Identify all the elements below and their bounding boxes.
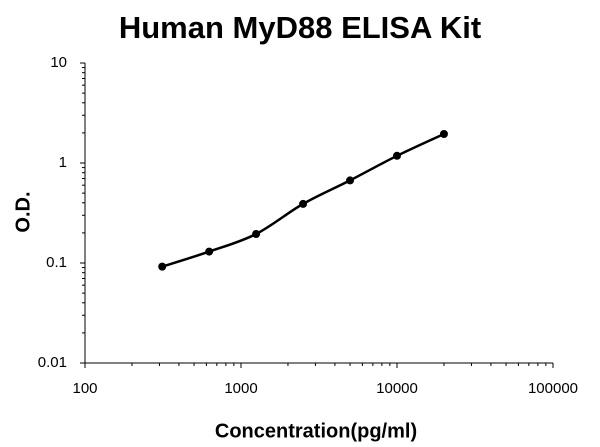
chart-title: Human MyD88 ELISA Kit: [119, 10, 481, 45]
x-tick-label: 1000: [224, 380, 257, 397]
y-tick-label: 1: [59, 154, 67, 171]
y-axis-label: O.D.: [12, 191, 34, 232]
data-point: [393, 151, 401, 160]
data-point: [252, 229, 261, 238]
data-point: [439, 129, 448, 138]
data-point: [205, 247, 214, 256]
x-tick-label: 10000: [376, 380, 418, 397]
x-tick-label: 100: [72, 380, 97, 397]
x-tick-label: 100000: [528, 380, 578, 397]
x-axis-label: Concentration(pg/ml): [215, 420, 417, 442]
data-point: [346, 176, 355, 185]
data-point: [299, 199, 308, 208]
y-tick-label: 10: [50, 54, 67, 71]
y-tick-label: 0.01: [38, 354, 67, 371]
y-tick-label: 0.1: [46, 254, 67, 271]
data-point: [158, 262, 167, 271]
